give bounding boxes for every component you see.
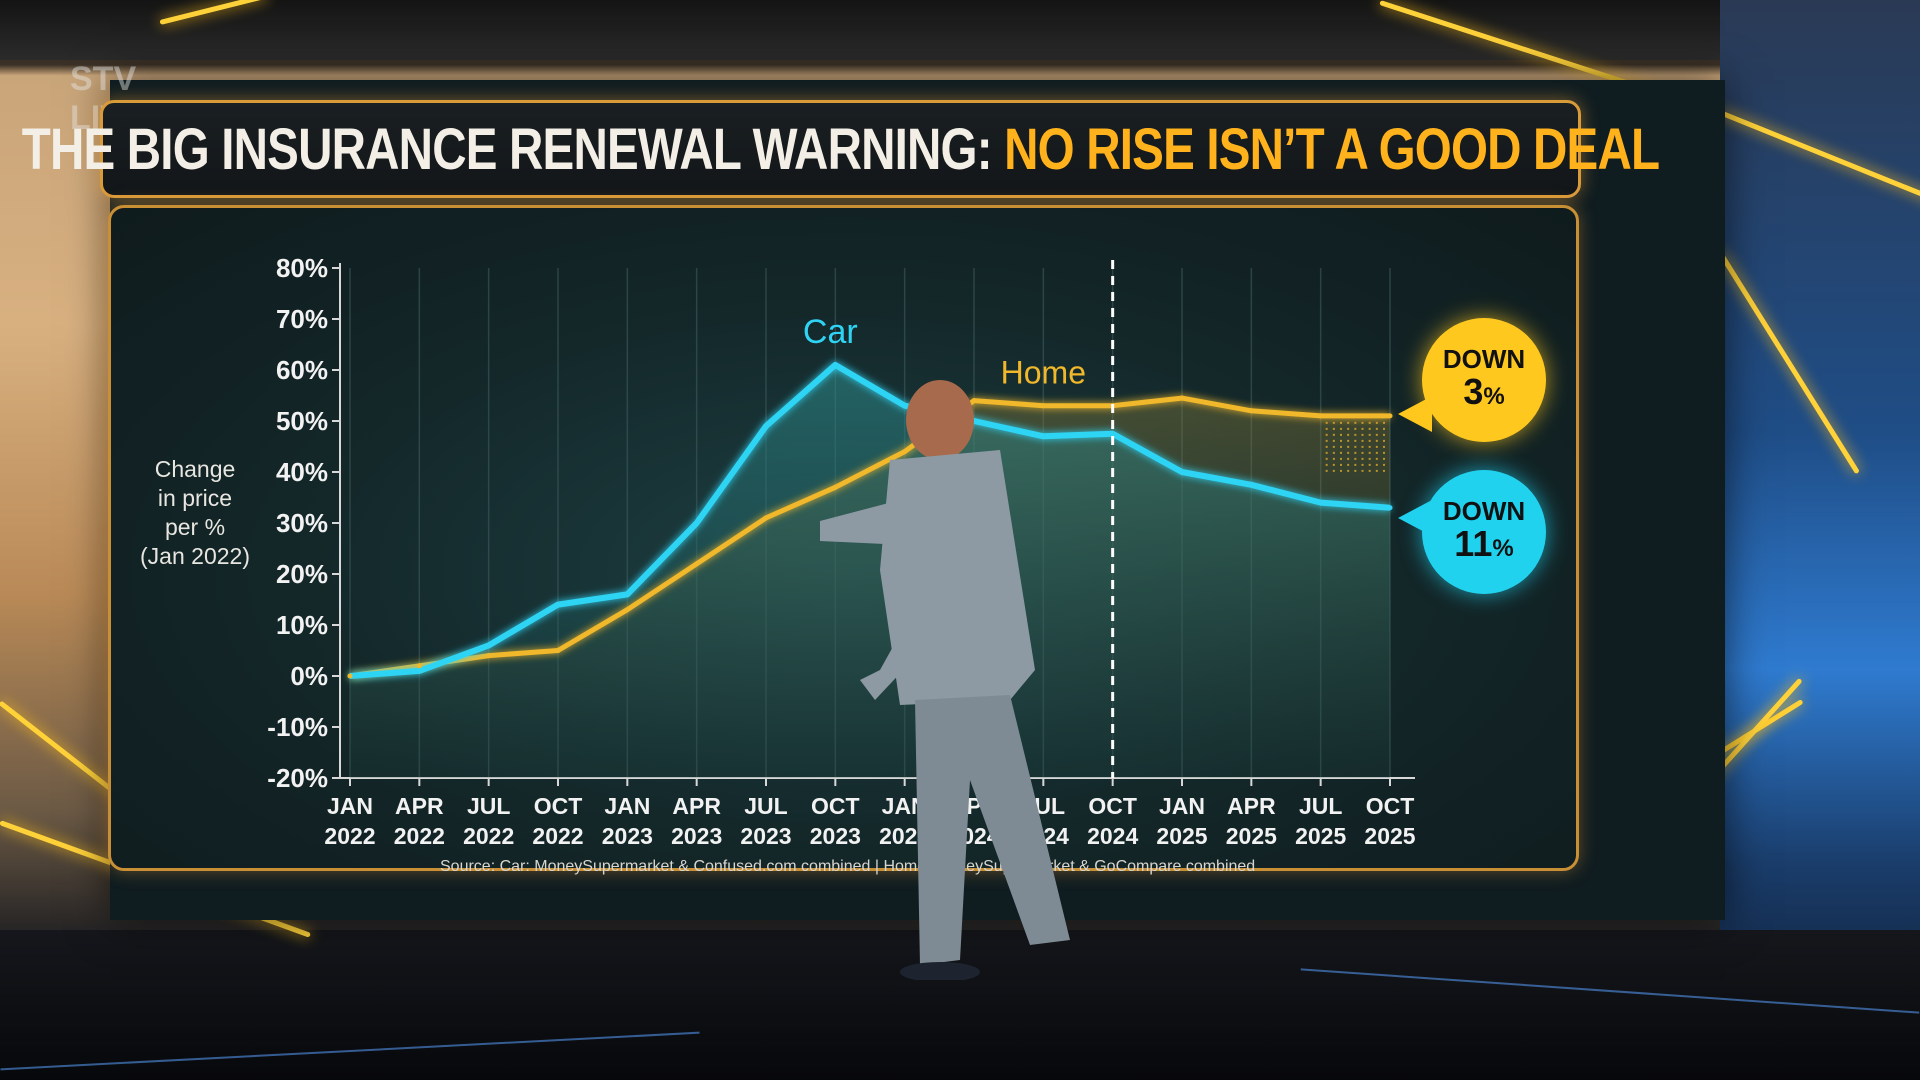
x-tick-label-year: 2023 xyxy=(740,823,791,849)
car-change-badge: DOWN 11% xyxy=(1422,470,1546,594)
car-data-point xyxy=(763,423,769,429)
x-tick-label-year: 2023 xyxy=(602,823,653,849)
x-tick-label-month: JAN xyxy=(1159,793,1205,819)
headline-banner: THE BIG INSURANCE RENEWAL WARNING: NO RI… xyxy=(22,100,1660,198)
x-tick-label-month: OCT xyxy=(1366,793,1415,819)
car-badge-unit: % xyxy=(1492,534,1514,562)
car-data-point xyxy=(555,602,561,608)
x-tick-label-month: JAN xyxy=(604,793,650,819)
y-tick-label: 70% xyxy=(276,304,328,334)
headline-main: THE BIG INSURANCE RENEWAL WARNING: xyxy=(21,116,993,182)
home-data-point xyxy=(694,561,700,567)
presenter-shoe xyxy=(900,962,980,980)
y-axis-title-line: per % xyxy=(164,514,226,540)
presenter-arm xyxy=(860,580,950,700)
home-series-line xyxy=(349,395,1390,679)
y-tick-label: 60% xyxy=(276,355,328,385)
home-data-point xyxy=(832,484,838,490)
x-tick-label-year: 2022 xyxy=(463,823,514,849)
y-axis-title-line: (Jan 2022) xyxy=(140,543,250,569)
x-tick-label-year: 2025 xyxy=(1364,823,1415,849)
headline: THE BIG INSURANCE RENEWAL WARNING: NO RI… xyxy=(22,116,1660,183)
home-data-point xyxy=(486,653,492,659)
y-tick-label: 0% xyxy=(290,661,328,691)
y-tick-label: 50% xyxy=(276,406,328,436)
home-data-point xyxy=(416,663,422,669)
x-tick-label-month: JAN xyxy=(327,793,373,819)
x-tick-label-year: 2022 xyxy=(394,823,445,849)
home-change-badge: DOWN 3% xyxy=(1422,318,1546,442)
home-data-point xyxy=(902,449,908,455)
home-series-label: Home xyxy=(1001,355,1086,391)
x-tick-label-year: 2025 xyxy=(1295,823,1346,849)
x-tick-label-year: 2022 xyxy=(324,823,375,849)
x-tick-label-month: OCT xyxy=(1088,793,1137,819)
x-tick-label-month: JUL xyxy=(467,793,510,819)
x-tick-label-year: 2023 xyxy=(810,823,861,849)
x-tick-label-month: JUL xyxy=(1299,793,1342,819)
presenter-arm xyxy=(820,500,905,545)
x-tick-label-month: JUL xyxy=(744,793,787,819)
y-axis-title-line: in price xyxy=(157,485,233,511)
x-tick-label-year: 2025 xyxy=(1156,823,1207,849)
car-data-point xyxy=(1040,433,1046,439)
y-tick-label: 80% xyxy=(276,253,328,283)
home-data-point xyxy=(1248,408,1254,414)
y-axis-title: Change in price per % (Jan 2022) xyxy=(120,455,270,571)
x-tick-label-year: 2023 xyxy=(671,823,722,849)
home-data-point xyxy=(347,673,353,679)
home-badge-label: DOWN xyxy=(1442,343,1526,374)
x-tick-label-year: 2025 xyxy=(1226,823,1277,849)
y-tick-label: -10% xyxy=(267,712,328,742)
home-data-point xyxy=(1040,403,1046,409)
home-badge-value: 3 xyxy=(1463,370,1484,412)
presenter-figure xyxy=(820,380,1070,980)
car-data-point xyxy=(1248,482,1254,488)
home-data-point xyxy=(624,607,630,613)
x-tick-label-month: OCT xyxy=(534,793,583,819)
car-data-point xyxy=(486,642,492,648)
home-data-point xyxy=(1318,413,1324,419)
x-tick-label-year: 2024 xyxy=(1087,823,1138,849)
x-tick-label-month: OCT xyxy=(811,793,860,819)
car-badge-label: DOWN xyxy=(1442,495,1526,526)
presenter-legs xyxy=(915,695,1070,965)
car-data-point xyxy=(416,668,422,674)
y-axis-title-line: Change xyxy=(154,456,236,482)
y-tick-label: -20% xyxy=(267,763,328,793)
home-data-point xyxy=(1179,395,1185,401)
car-badge-value: 11 xyxy=(1454,522,1493,564)
home-data-point xyxy=(1387,413,1393,419)
car-data-point xyxy=(902,403,908,409)
car-data-point xyxy=(1387,505,1393,511)
car-data-point xyxy=(624,591,630,597)
y-tick-label: 10% xyxy=(276,610,328,640)
x-tick-label-month: APR xyxy=(1227,793,1276,819)
car-badge-value-row: 11% xyxy=(1454,522,1514,568)
home-data-point xyxy=(763,515,769,521)
y-tick-label: 30% xyxy=(276,508,328,538)
car-series-label: Car xyxy=(803,313,858,351)
y-tick-label: 20% xyxy=(276,559,328,589)
x-tick-label-month: APR xyxy=(672,793,721,819)
car-series-line xyxy=(349,361,1391,679)
x-tick-label-month: APR xyxy=(395,793,444,819)
headline-accent: NO RISE ISN’T A GOOD DEAL xyxy=(1004,116,1660,182)
car-data-point xyxy=(694,520,700,526)
home-data-point xyxy=(555,648,561,653)
studio-ceiling xyxy=(0,0,1920,60)
presenter-head xyxy=(906,380,974,460)
x-tick-label-year: 2022 xyxy=(532,823,583,849)
home-badge-value-row: 3% xyxy=(1463,370,1505,416)
car-data-point xyxy=(1318,500,1324,506)
home-badge-unit: % xyxy=(1483,382,1505,410)
car-data-point xyxy=(1179,469,1185,475)
car-data-point xyxy=(1110,431,1116,437)
car-area xyxy=(350,364,1390,778)
home-data-point xyxy=(971,398,977,404)
car-data-point xyxy=(832,362,838,368)
y-tick-label: 40% xyxy=(276,457,328,487)
